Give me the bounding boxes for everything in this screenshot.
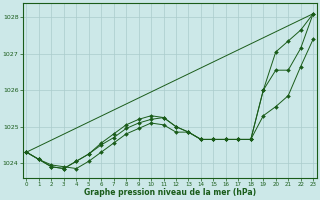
X-axis label: Graphe pression niveau de la mer (hPa): Graphe pression niveau de la mer (hPa) (84, 188, 256, 197)
